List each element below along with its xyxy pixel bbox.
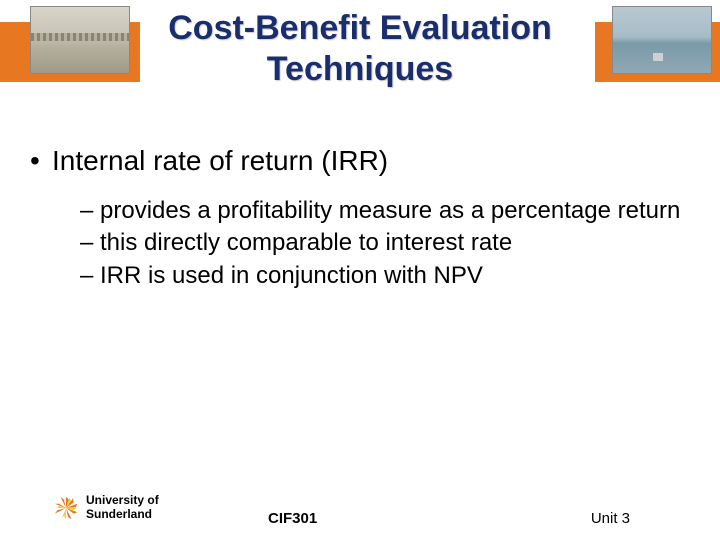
university-line-2: Sunderland — [86, 507, 152, 521]
slide-header: Cost-Benefit Evaluation Techniques — [0, 0, 720, 100]
title-line-2: Techniques — [267, 50, 453, 88]
sub-bullet-list: provides a profitability measure as a pe… — [30, 195, 690, 292]
title-line-1: Cost-Benefit Evaluation — [168, 9, 551, 47]
slide-body: Internal rate of return (IRR) provides a… — [30, 145, 690, 292]
sub-bullet: provides a profitability measure as a pe… — [80, 195, 690, 227]
university-logo-block: University of Sunderland — [52, 494, 159, 522]
course-code: CIF301 — [268, 510, 317, 527]
sub-bullet: IRR is used in conjunction with NPV — [80, 260, 690, 292]
slide-title: Cost-Benefit Evaluation Techniques — [0, 8, 720, 90]
university-line-1: University of — [86, 493, 159, 507]
main-bullet: Internal rate of return (IRR) — [30, 145, 690, 177]
sub-bullet: this directly comparable to interest rat… — [80, 227, 690, 259]
unit-label: Unit 3 — [591, 510, 630, 527]
sunburst-icon — [52, 494, 80, 522]
university-name: University of Sunderland — [86, 494, 159, 522]
slide-footer: University of Sunderland CIF301 Unit 3 — [0, 485, 720, 530]
